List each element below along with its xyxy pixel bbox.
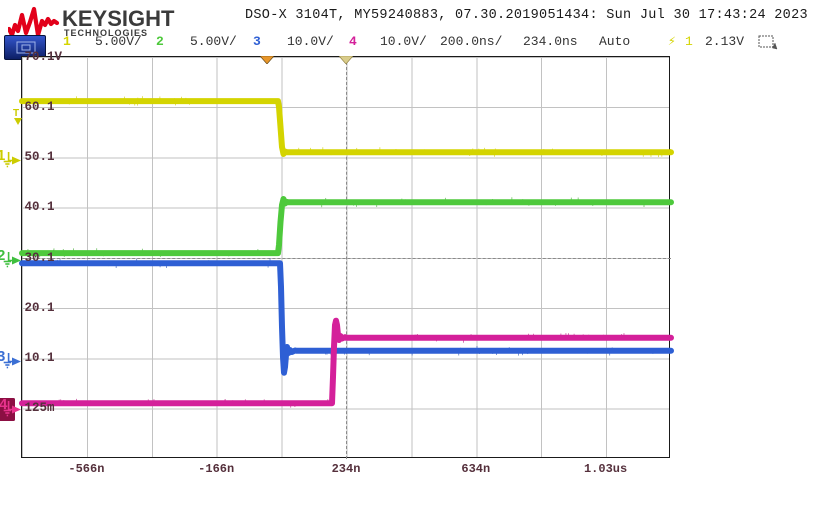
svg-text:T: T bbox=[13, 108, 19, 119]
